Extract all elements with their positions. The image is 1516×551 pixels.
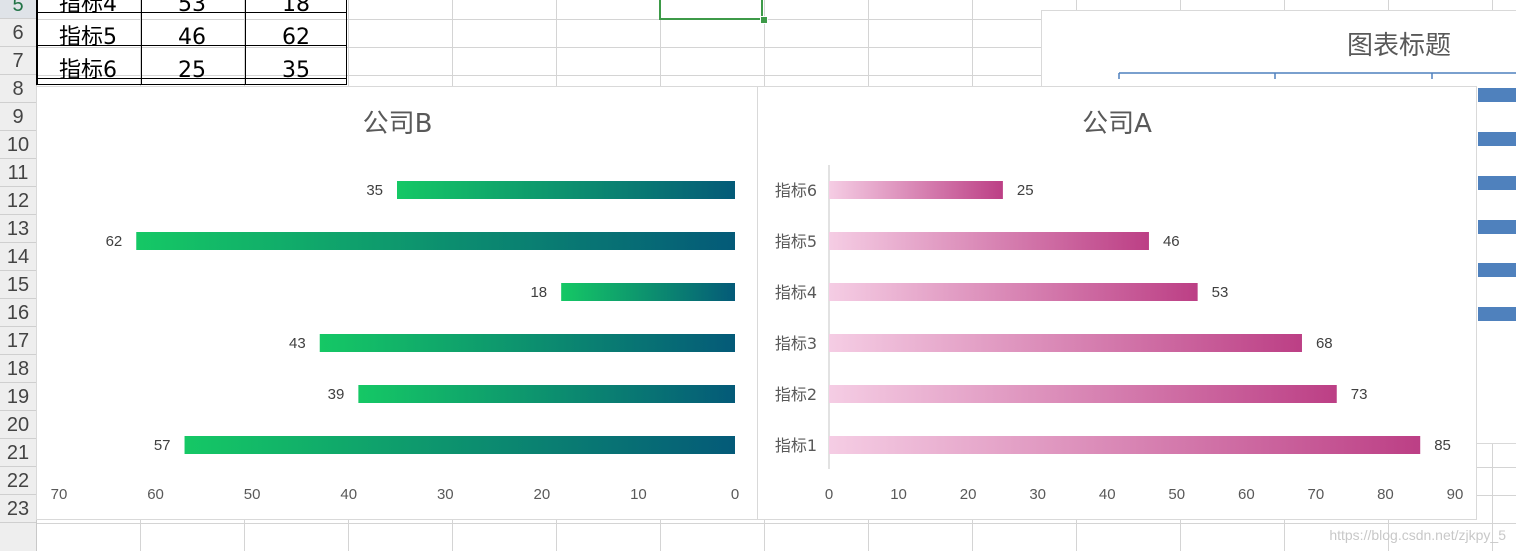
bar-company-b	[397, 181, 735, 199]
x-tick-label-company-b: 30	[437, 486, 454, 503]
chart-title-company-b: 公司B	[362, 109, 433, 139]
x-tick-label-company-b: 60	[147, 486, 164, 503]
bar-company-a	[829, 181, 1003, 199]
bar-company-a	[829, 232, 1149, 250]
chart-title-bg: 图表标题	[1347, 31, 1452, 61]
category-label-company-a: 指标2	[775, 385, 817, 404]
x-tick-label-company-b: 20	[534, 486, 551, 503]
x-tick-label-company-b: 70	[51, 486, 68, 503]
table-cell[interactable]: 53	[178, 0, 206, 17]
row-number[interactable]: 22	[0, 467, 36, 495]
row-number[interactable]: 8	[0, 75, 36, 103]
chart-company-a[interactable]: 公司A 85 指标1 73 指标2 68 指标3 53 指标4 46 指标5 25 指标6 0 10 20 3…	[757, 86, 1477, 520]
row-header-column: 5 6 7 8 9 10 11 12 13 14 15 16 17 18 19 20 21 22 23	[0, 0, 37, 551]
x-tick-label-company-a: 40	[1099, 486, 1116, 503]
bar-company-a	[829, 385, 1337, 403]
row-number[interactable]: 14	[0, 243, 36, 271]
row-number[interactable]: 15	[0, 271, 36, 299]
row-number[interactable]: 6	[0, 19, 36, 47]
data-label-company-a: 53	[1212, 284, 1229, 301]
x-tick-label-company-a: 80	[1377, 486, 1394, 503]
row-number[interactable]: 5	[0, 0, 36, 19]
row-number[interactable]: 23	[0, 495, 36, 523]
data-label-company-b: 39	[328, 386, 345, 403]
table-cell[interactable]: 62	[282, 25, 310, 50]
bg-chart-plot	[1118, 72, 1516, 321]
fill-handle[interactable]	[760, 16, 768, 24]
row-number[interactable]: 7	[0, 47, 36, 75]
data-label-company-a: 46	[1163, 233, 1180, 250]
bar-company-b	[358, 385, 735, 403]
data-label-company-a: 25	[1017, 182, 1034, 199]
x-tick-label-company-a: 60	[1238, 486, 1255, 503]
category-label-company-a: 指标3	[775, 334, 817, 353]
data-label-company-b: 35	[366, 182, 383, 199]
selected-cell[interactable]	[659, 0, 763, 20]
row-number[interactable]: 20	[0, 411, 36, 439]
x-tick-label-company-a: 0	[825, 486, 833, 503]
chart-company-b[interactable]: 公司B 57 39 43 18 62 35 70 60 50 40 30 20 10 0	[36, 86, 759, 520]
category-label-company-a: 指标6	[775, 181, 817, 200]
table-cell[interactable]: 46	[178, 25, 206, 50]
bg-chart-bar	[1478, 307, 1516, 321]
row-number[interactable]: 11	[0, 159, 36, 187]
x-tick-label-company-a: 20	[960, 486, 977, 503]
row-number[interactable]: 19	[0, 383, 36, 411]
row-number[interactable]: 18	[0, 355, 36, 383]
table-cell[interactable]: 18	[282, 0, 310, 17]
row-number[interactable]: 16	[0, 299, 36, 327]
bg-chart-bar	[1478, 88, 1516, 102]
table-cell[interactable]: 35	[282, 58, 310, 83]
bar-company-a	[829, 334, 1302, 352]
data-label-company-a: 85	[1434, 437, 1451, 454]
data-label-company-b: 43	[289, 335, 306, 352]
table-cell[interactable]: 指标4	[59, 0, 117, 17]
x-tick-label-company-b: 0	[731, 486, 739, 503]
chart-title-company-a: 公司A	[1082, 109, 1152, 139]
data-label-company-b: 57	[154, 437, 171, 454]
x-tick-label-company-a: 10	[890, 486, 907, 503]
bar-company-b	[319, 334, 735, 352]
row-number[interactable]: 13	[0, 215, 36, 243]
bar-company-b	[184, 436, 736, 454]
x-tick-label-company-b: 40	[340, 486, 357, 503]
category-label-company-a: 指标5	[775, 232, 817, 251]
x-tick-label-company-a: 50	[1168, 486, 1185, 503]
bg-chart-bar	[1478, 132, 1516, 146]
data-label-company-b: 62	[106, 233, 123, 250]
bar-company-b	[136, 232, 735, 250]
row-number[interactable]: 17	[0, 327, 36, 355]
x-tick-label-company-a: 90	[1447, 486, 1464, 503]
bar-company-b	[561, 283, 735, 301]
table-cell[interactable]: 25	[178, 58, 206, 83]
row-number[interactable]: 21	[0, 439, 36, 467]
table-cell[interactable]: 指标6	[59, 58, 117, 83]
data-table-borders	[36, 0, 347, 85]
row-number[interactable]: 10	[0, 131, 36, 159]
data-label-company-b: 18	[530, 284, 547, 301]
watermark-text: https://blog.csdn.net/zjkpy_5	[1329, 527, 1506, 543]
x-tick-label-company-b: 10	[630, 486, 647, 503]
table-cell[interactable]: 指标5	[59, 25, 117, 50]
x-tick-label-company-a: 70	[1308, 486, 1325, 503]
bg-chart-bar	[1478, 176, 1516, 190]
chart-b-plot: 57 39 43 18 62 35 70 60 50 40 30 20 10 0	[51, 181, 739, 503]
data-label-company-a: 73	[1351, 386, 1368, 403]
bar-company-a	[829, 283, 1198, 301]
row-number[interactable]: 12	[0, 187, 36, 215]
data-label-company-a: 68	[1316, 335, 1333, 352]
bar-company-a	[829, 436, 1421, 454]
x-tick-label-company-b: 50	[244, 486, 261, 503]
category-label-company-a: 指标4	[775, 283, 817, 302]
bg-chart-bar	[1478, 220, 1516, 234]
bg-chart-bar	[1478, 263, 1516, 277]
x-tick-label-company-a: 30	[1029, 486, 1046, 503]
chart-a-plot: 85 指标1 73 指标2 68 指标3 53 指标4 46 指标5 25 指标6 0 10 20 30 40 5…	[775, 165, 1464, 503]
row-number[interactable]: 9	[0, 103, 36, 131]
category-label-company-a: 指标1	[775, 436, 817, 455]
